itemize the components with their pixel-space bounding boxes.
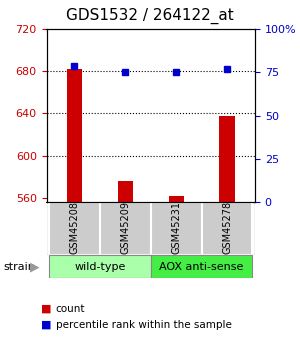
Bar [151,255,253,278]
Text: ■: ■ [41,320,52,330]
Bar [100,202,151,255]
Bar [118,181,133,202]
Text: ▶: ▶ [30,260,39,273]
Text: GSM45208: GSM45208 [70,201,80,254]
Text: ■: ■ [41,304,52,314]
Text: wild-type: wild-type [74,262,126,272]
Bar [169,196,184,202]
Text: GDS1532 / 264122_at: GDS1532 / 264122_at [66,8,234,23]
Text: AOX anti-sense: AOX anti-sense [159,262,244,272]
Bar [219,116,235,202]
Text: GSM45209: GSM45209 [120,201,130,254]
Text: GSM45278: GSM45278 [222,201,232,254]
Bar [49,255,151,278]
Text: count: count [56,304,85,314]
Text: strain: strain [3,262,35,272]
Text: percentile rank within the sample: percentile rank within the sample [56,320,231,330]
Text: GSM45231: GSM45231 [171,201,181,254]
Bar [202,202,253,255]
Bar [67,69,82,202]
Bar [151,202,202,255]
Bar [49,202,100,255]
